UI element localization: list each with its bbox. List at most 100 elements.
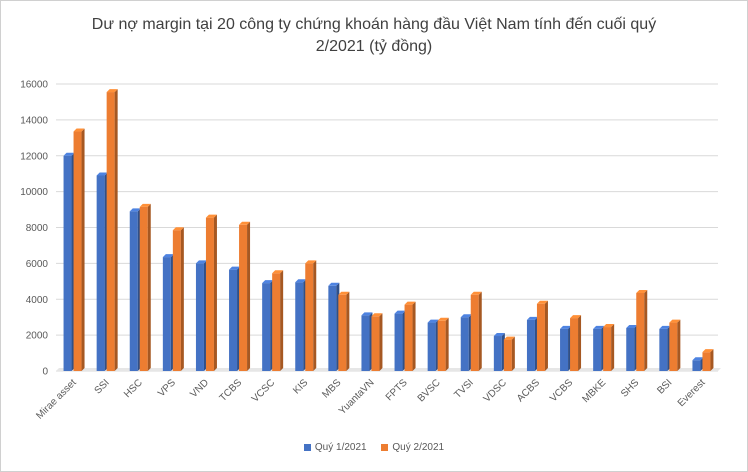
x-tick-label: SSI <box>93 377 112 396</box>
y-tick-label: 10000 <box>20 187 48 198</box>
bar-side-q2 <box>147 203 151 371</box>
bar-q2 <box>338 294 347 371</box>
legend-swatch-q2 <box>381 444 389 451</box>
bar-top-q1 <box>493 333 505 337</box>
x-tick-label: KIS <box>291 377 310 396</box>
bar-q2 <box>570 318 579 371</box>
bar-q1 <box>659 328 668 371</box>
bar-q1 <box>526 319 535 371</box>
bar-top-q1 <box>262 280 274 284</box>
x-tick-label: MBKE <box>580 377 608 405</box>
bar-q1 <box>162 257 171 371</box>
x-tick-label: TCBS <box>218 377 245 404</box>
bar-q2 <box>404 304 413 371</box>
bar-side-q2 <box>313 260 317 371</box>
bar-q1 <box>560 328 569 371</box>
bar-top-q2 <box>272 270 284 274</box>
bar-side-q2 <box>81 128 85 371</box>
y-tick-label: 6000 <box>26 259 49 270</box>
bar-q2 <box>603 327 612 371</box>
x-tick-label: BVSC <box>416 377 443 404</box>
bar-side-q2 <box>247 221 251 371</box>
bar-top-q2 <box>702 349 714 353</box>
bar-top-q2 <box>205 214 217 218</box>
bar-q2 <box>702 352 711 371</box>
bar-side-q2 <box>511 336 515 371</box>
bar-top-q2 <box>536 300 548 304</box>
bar-top-q2 <box>139 203 151 207</box>
y-tick-label: 16000 <box>20 80 48 91</box>
bar-q1 <box>460 317 469 371</box>
bar-top-q1 <box>526 316 538 320</box>
chart-title-line-2: 2/2021 (tỷ đồng) <box>315 38 433 55</box>
bar-side-q2 <box>677 319 681 371</box>
bar-side-q2 <box>412 301 416 371</box>
x-tick-label: VND <box>188 377 211 400</box>
bar-top-q2 <box>437 317 449 321</box>
bar-q2 <box>305 263 314 371</box>
bar-side-q2 <box>379 313 383 371</box>
bar-top-q2 <box>470 291 482 295</box>
bar-q2 <box>272 273 281 371</box>
x-tick-label: YuantaVN <box>337 377 377 417</box>
x-tick-label: Mirae asset <box>34 377 78 421</box>
bar-q2 <box>239 224 248 371</box>
legend: Quý 1/2021 Quý 2/2021 <box>0 442 748 454</box>
bar-q1 <box>262 283 271 371</box>
bar-q2 <box>73 131 82 371</box>
bar-q2 <box>636 292 645 371</box>
bar-top-q2 <box>106 89 118 93</box>
bar-side-q2 <box>478 291 482 371</box>
bar-q1 <box>63 155 72 371</box>
legend-label-q2: Quý 2/2021 <box>392 442 445 453</box>
bar-q2 <box>139 206 148 371</box>
bar-side-q2 <box>280 270 284 371</box>
x-tick-label: HSC <box>122 377 145 400</box>
bar-side-q2 <box>544 300 548 371</box>
bar-q2 <box>205 217 214 371</box>
bar-top-q1 <box>626 324 638 328</box>
bar-top-q1 <box>659 325 671 329</box>
bar-side-q2 <box>644 289 648 371</box>
bar-top-q1 <box>195 260 207 264</box>
bar-top-q2 <box>239 221 251 225</box>
bar-q1 <box>96 175 105 371</box>
bar-top-q2 <box>338 291 350 295</box>
bar-q1 <box>493 336 502 371</box>
chart-floor <box>56 368 721 371</box>
bar-top-q1 <box>162 254 174 258</box>
bar-q2 <box>172 230 181 371</box>
bar-top-q2 <box>404 301 416 305</box>
x-tick-label: VCBS <box>548 377 575 404</box>
x-tick-label: VDSC <box>482 377 509 404</box>
bar-side-q2 <box>180 227 184 371</box>
legend-item-q1: Quý 1/2021 <box>303 442 367 453</box>
bar-top-q1 <box>593 325 605 329</box>
y-tick-label: 4000 <box>26 295 49 306</box>
legend-swatch-q1 <box>303 444 311 451</box>
x-tick-label: ACBS <box>515 377 542 404</box>
bar-side-q2 <box>114 89 118 372</box>
bar-top-q1 <box>63 152 75 156</box>
bar-q2 <box>470 294 479 371</box>
bar-top-q1 <box>328 282 340 286</box>
bar-q2 <box>106 92 115 372</box>
bar-q1 <box>394 313 403 371</box>
bar-top-q1 <box>361 312 373 316</box>
bar-top-q2 <box>636 289 648 293</box>
bar-top-q2 <box>305 260 317 264</box>
bar-q1 <box>593 328 602 371</box>
bar-top-q1 <box>129 208 141 212</box>
bar-top-q1 <box>460 314 472 318</box>
x-tick-label: MBS <box>320 377 343 400</box>
x-tick-label: FPTS <box>384 377 410 403</box>
bar-top-q1 <box>560 325 572 329</box>
bar-side-q2 <box>445 317 449 371</box>
bar-q1 <box>361 315 370 371</box>
bar-side-q2 <box>710 349 714 371</box>
bar-q1 <box>295 282 304 371</box>
bar-q1 <box>427 322 436 371</box>
bar-top-q1 <box>394 310 406 314</box>
chart-title: Dư nợ margin tại 20 công ty chứng khoán … <box>0 14 748 58</box>
